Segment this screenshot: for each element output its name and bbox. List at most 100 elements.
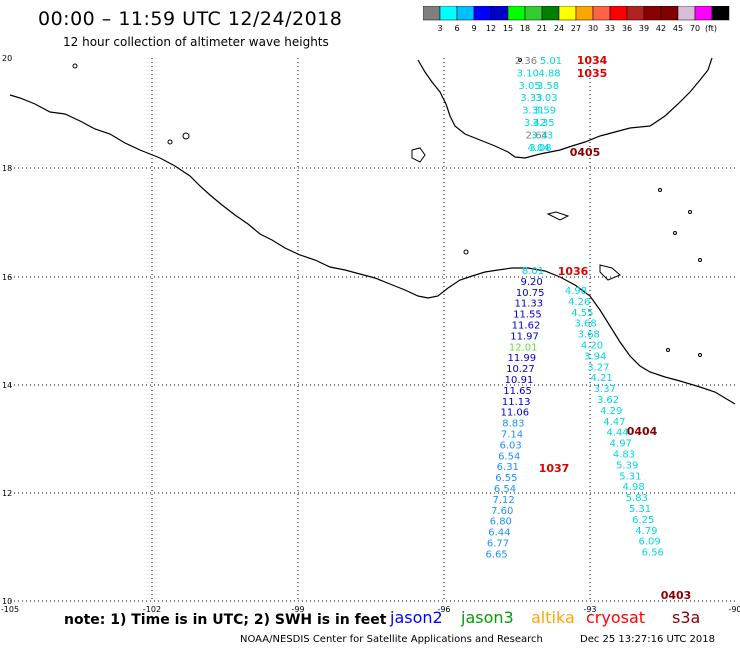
colorbar-tick-label: 9 (471, 24, 476, 33)
wave-height-label: 6.09 (638, 537, 660, 548)
wave-height-label: 3.68 (574, 319, 596, 330)
wave-height-label: 4.04 (527, 143, 549, 154)
pass-time-label: 1037 (539, 462, 570, 475)
lon-tick-label: -102 (143, 605, 161, 614)
wave-height-label: 6.80 (490, 517, 512, 528)
wave-height-tracks: 2.363.103.053.333.313.422.644.045.014.88… (485, 56, 663, 560)
legend-jason3: jason3 (461, 608, 514, 627)
wave-height-label: 5.39 (616, 460, 638, 471)
wave-height-label: 10.27 (506, 364, 535, 375)
wave-height-label: 2.36 (515, 56, 537, 67)
lon-tick-label: -90 (728, 605, 740, 614)
colorbar-tick-label: 45 (673, 24, 683, 33)
colorbar-tick-label: 33 (605, 24, 615, 33)
wave-height-label: 9.20 (520, 277, 542, 288)
pass-time-label: 0405 (570, 146, 601, 159)
colorbar-tick-label: 24 (554, 24, 564, 33)
colorbar-tick-label: 70 (690, 24, 700, 33)
wave-height-label: 3.31 (522, 106, 544, 117)
wave-height-label: 3.08 (529, 143, 551, 154)
colorbar-tick-label: 39 (639, 24, 649, 33)
wave-height-label: 8.83 (502, 419, 524, 430)
wave-height-label: 6.54 (498, 451, 520, 462)
colorbar-tick-label: 30 (588, 24, 598, 33)
wave-height-label: 4.83 (613, 450, 635, 461)
generation-timestamp: Dec 25 13:27:16 UTC 2018 (580, 634, 715, 645)
wave-height-label: 11.13 (502, 397, 531, 408)
wave-height-label: 2.64 (526, 130, 548, 141)
wave-height-label: 5.31 (629, 504, 651, 515)
gulf-coastline (417, 57, 713, 159)
wave-height-label: 11.65 (503, 386, 532, 397)
colorbar-swatch (711, 6, 730, 21)
wave-height-label: 11.97 (510, 331, 539, 342)
legend-altika: altika (531, 608, 575, 627)
wave-height-label: 6.56 (642, 548, 664, 559)
wave-height-label: 8.01 (522, 266, 544, 277)
colorbar-tick-label: 6 (454, 24, 459, 33)
colorbar-tick-label: 21 (537, 24, 547, 33)
wave-height-label: 6.03 (499, 440, 521, 451)
wave-height-label: 4.88 (538, 68, 560, 79)
lon-tick-label: -99 (291, 605, 304, 614)
colorbar-tick-label: 27 (571, 24, 581, 33)
wave-height-label: 3.42 (524, 118, 546, 129)
wave-height-label: 6.55 (495, 473, 517, 484)
wave-height-label: 7.14 (501, 430, 523, 441)
wave-height-label: 4.20 (581, 341, 603, 352)
wave-height-label: 5.83 (626, 493, 648, 504)
wave-height-label: 4.47 (603, 417, 625, 428)
lat-tick-label: 18 (2, 164, 12, 173)
colorbar-tick-label: 3 (437, 24, 442, 33)
lat-tick-label: 10 (2, 597, 12, 606)
wave-height-label: 6.25 (632, 515, 654, 526)
wave-height-label: 3.68 (578, 330, 600, 341)
wave-height-label: 11.62 (512, 321, 541, 332)
wave-height-label: 3.35 (532, 118, 554, 129)
wave-height-label: 5.01 (540, 56, 562, 67)
wave-height-label: 4.26 (568, 297, 590, 308)
wave-height-label: 3.03 (535, 93, 557, 104)
wave-height-label: 6.31 (497, 462, 519, 473)
wave-height-label: 3.05 (518, 81, 540, 92)
pass-time-label: 0404 (627, 425, 658, 438)
legend-s3a: s3a (672, 608, 701, 627)
wave-height-label: 7.12 (492, 495, 514, 506)
pass-time-label: 1034 (577, 54, 608, 67)
wave-height-label: 7.60 (491, 506, 513, 517)
wave-height-label: 10.75 (516, 288, 545, 299)
lat-tick-labels: 20 18 16 14 12 10 (2, 54, 12, 606)
wave-height-label: 3.58 (537, 81, 559, 92)
wave-height-label: 4.98 (622, 482, 644, 493)
colorbar-tick-label: 42 (656, 24, 666, 33)
islands (72, 58, 702, 357)
legend-cryosat: cryosat (586, 608, 646, 627)
wave-height-label: 3.59 (534, 106, 556, 117)
coastline (9, 94, 736, 405)
lon-tick-labels: -105 -102 -99 -96 -93 -90 (1, 605, 740, 614)
chart-subtitle: 12 hour collection of altimeter wave hei… (63, 35, 329, 49)
wave-height-label: 6.54 (494, 484, 516, 495)
wave-height-label: 4.21 (590, 373, 612, 384)
wave-height-label: 3.94 (584, 351, 606, 362)
wave-height-label: 4.79 (635, 526, 657, 537)
colorbar-tick-label: 18 (520, 24, 530, 33)
wave-height-label: 6.44 (488, 528, 510, 539)
wave-height-label: 4.55 (571, 308, 593, 319)
lat-tick-label: 16 (2, 273, 12, 282)
pass-time-label: 0403 (661, 589, 692, 602)
wave-height-label: 4.44 (606, 428, 628, 439)
wave-height-label: 3.10 (517, 68, 539, 79)
wave-height-label: 5.31 (619, 471, 641, 482)
wave-height-label: 11.06 (500, 408, 529, 419)
chart-title: 00:00 – 11:59 UTC 12/24/2018 (38, 8, 343, 30)
pass-time-label: 1036 (558, 265, 589, 278)
lat-tick-label: 20 (2, 54, 12, 63)
lon-gridlines (151, 58, 591, 601)
wave-height-label: 11.99 (507, 353, 536, 364)
wave-height-label: 3.37 (594, 384, 616, 395)
wave-height-label: 11.55 (513, 310, 542, 321)
colorbar-tick-label: 15 (503, 24, 513, 33)
